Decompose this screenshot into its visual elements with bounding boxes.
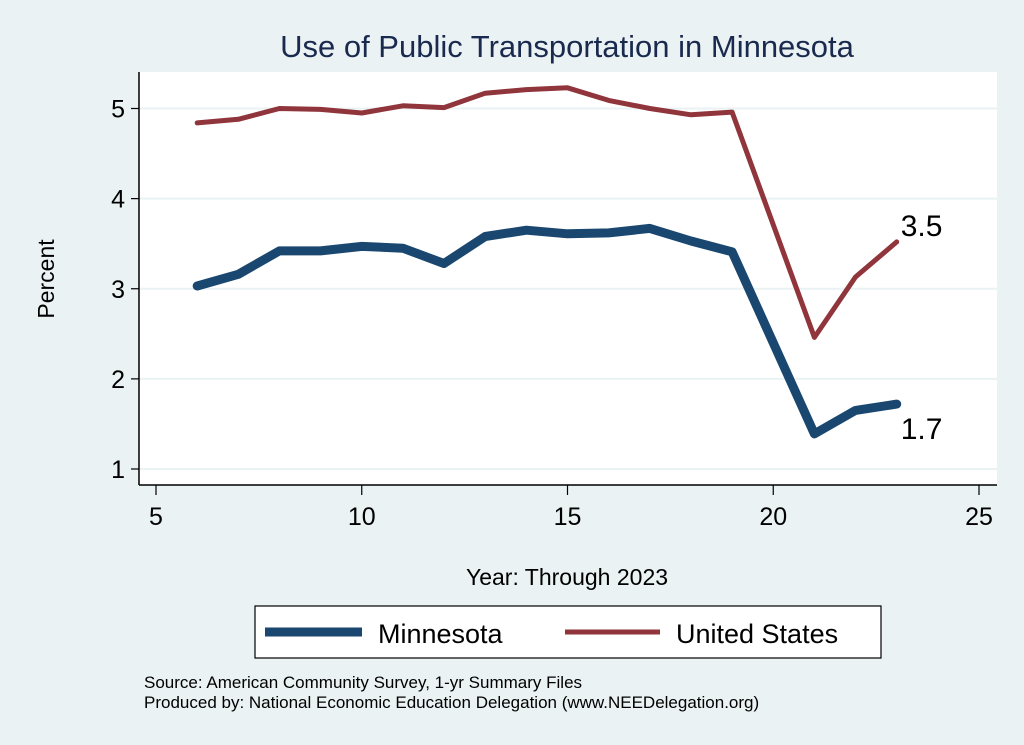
y-tick-label: 4 — [111, 186, 125, 214]
y-axis-title: Percent — [33, 239, 59, 319]
x-axis-title: Year: Through 2023 — [466, 564, 668, 590]
legend: Minnesota United States — [254, 605, 882, 659]
x-tick-label: 15 — [554, 503, 582, 531]
x-tick-label: 25 — [965, 503, 993, 531]
x-tick-label: 5 — [149, 503, 163, 531]
x-axis: 5 10 15 20 25 — [139, 484, 997, 531]
plot-area — [139, 72, 997, 485]
x-tick-label: 20 — [759, 503, 787, 531]
y-tick-label: 5 — [111, 96, 125, 124]
end-label-united-states: 3.5 — [901, 210, 943, 243]
y-tick-label: 2 — [111, 366, 125, 394]
legend-label-minnesota: Minnesota — [378, 619, 504, 649]
producer-note: Produced by: National Economic Education… — [144, 693, 759, 712]
chart-title: Use of Public Transportation in Minnesot… — [280, 29, 855, 64]
series-layer — [192, 85, 902, 439]
y-axis: 1 2 3 4 5 — [111, 72, 140, 485]
source-note: Source: American Community Survey, 1-yr … — [144, 673, 582, 692]
y-tick-label: 1 — [111, 456, 125, 484]
end-label-minnesota: 1.7 — [901, 413, 943, 446]
end-labels: 1.7 3.5 — [901, 210, 943, 446]
x-tick-label: 10 — [348, 503, 376, 531]
y-tick-label: 3 — [111, 276, 125, 304]
legend-label-united-states: United States — [676, 619, 838, 649]
